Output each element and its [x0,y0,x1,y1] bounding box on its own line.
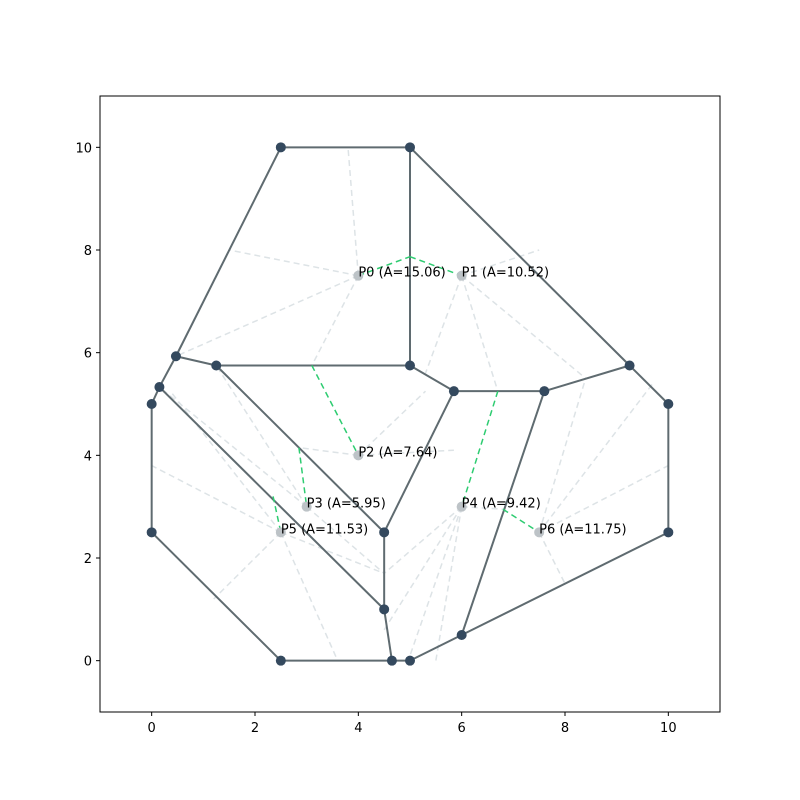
vertex [405,360,415,371]
y-tick-label: 4 [84,449,92,464]
dual-link [502,508,540,533]
guide-line [538,383,654,533]
guide-line [306,506,385,574]
x-tick-label: 10 [660,721,677,736]
cell-edge [175,146,282,357]
vertex [275,142,286,153]
cell-edge [175,355,217,367]
cell-edge [409,146,631,367]
cell-edge [158,355,177,388]
guide-line [158,386,308,508]
guide-line [215,365,308,508]
dual-link [272,496,282,533]
y-tick-label: 8 [84,244,92,259]
guide-line [383,506,463,574]
vertex [211,360,222,371]
site-label: P5 (A=11.53) [281,522,368,537]
site-label: P0 (A=15.06) [358,266,445,281]
x-tick-label: 0 [148,721,156,736]
site-label: P6 (A=11.75) [539,522,626,537]
site [456,501,467,512]
site [301,501,312,512]
vertex [663,399,674,409]
guide-line [461,249,540,277]
vertex [379,604,390,615]
site-label: P3 (A=5.95) [307,497,386,512]
cell-edge [460,390,546,636]
cell-edge [461,531,669,636]
vertex [624,360,635,371]
cell-edge [409,634,463,662]
x-tick-label: 4 [354,721,362,736]
guide-line [311,275,359,366]
guide-line [347,147,360,276]
guide-line [383,506,463,631]
plot-frame [99,95,721,713]
dual-link [311,365,359,456]
guide-line [280,532,339,661]
cell-edge [383,390,455,533]
cell-edge [383,609,393,661]
guide-line [538,531,566,585]
vertex [539,386,550,397]
site-label: P1 (A=10.52) [462,266,549,281]
guide-line [538,464,669,533]
cell-edge [628,364,670,405]
site [456,270,467,281]
y-tick-label: 0 [84,655,92,670]
vertex [456,630,467,640]
dual-link [358,255,411,277]
vertex [405,655,415,666]
guide-line [409,506,463,656]
vertex [170,351,181,362]
vertex [405,142,415,153]
guide-line [151,464,282,533]
guide-line [229,249,359,277]
x-tick-label: 6 [458,721,466,736]
dual-link [409,255,462,277]
cell-edge [409,364,455,393]
vertex [146,399,157,409]
guide-line [435,506,463,661]
guide-line [358,449,454,457]
vertex [146,527,157,538]
vertex [663,527,674,538]
guide-line [460,275,499,392]
cell-edge [158,386,385,611]
y-tick-label: 10 [75,141,92,156]
guide-line [538,378,587,533]
cell-edge [215,364,385,534]
y-tick-label: 6 [84,347,92,362]
guide-line [424,275,463,374]
vertex [386,655,397,666]
site-label: P4 (A=9.42) [462,497,541,512]
guide-line [213,531,282,600]
guide-line [298,446,359,457]
cell-edge [544,364,630,393]
site [353,450,364,461]
y-tick-label: 2 [84,552,92,567]
site-label: P2 (A=7.64) [358,445,437,460]
cell-edge [150,531,282,662]
vertex [379,527,390,538]
guide-line [461,505,504,510]
x-tick-label: 8 [561,721,569,736]
guide-line [175,274,359,357]
guide-line [461,275,587,379]
vertex [275,655,286,666]
vertex [448,386,459,397]
dual-link [298,447,308,507]
site [534,527,545,538]
guide-line [280,531,385,575]
guide-line [357,390,427,456]
dual-link [460,390,499,507]
site [275,527,286,538]
vertex [154,382,165,393]
x-tick-label: 2 [251,721,259,736]
site [353,270,364,281]
